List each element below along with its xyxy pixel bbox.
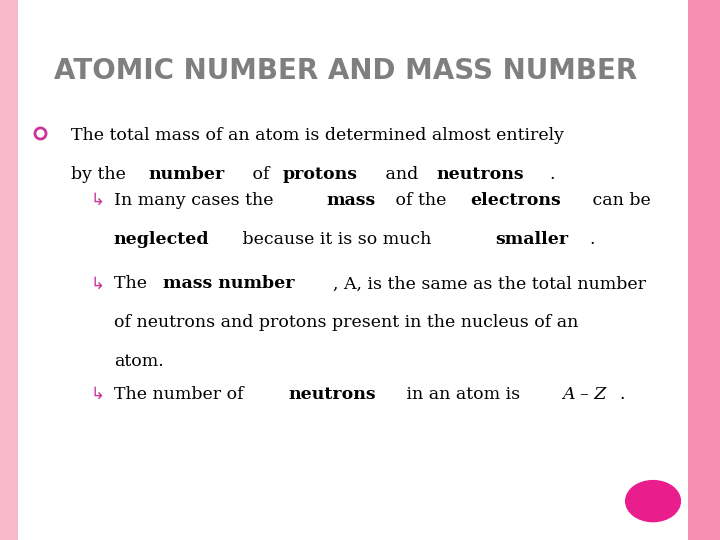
Text: by the: by the [71,166,131,183]
Circle shape [626,481,680,522]
Text: atom.: atom. [114,353,163,370]
Bar [0,0,18,540]
Bar [688,0,720,540]
Text: neutrons: neutrons [436,166,524,183]
Text: mass number: mass number [163,275,295,292]
Text: neutrons: neutrons [288,386,376,403]
Text: .: . [619,386,625,403]
Text: and: and [379,166,423,183]
Text: of: of [247,166,275,183]
Text: The number of: The number of [114,386,249,403]
Text: electrons: electrons [470,192,561,208]
Text: The total mass of an atom is determined almost entirely: The total mass of an atom is determined … [71,127,564,144]
Text: smaller: smaller [495,231,568,247]
Text: of neutrons and protons present in the nucleus of an: of neutrons and protons present in the n… [114,314,578,331]
Text: protons: protons [283,166,358,183]
Text: ATOMIC NUMBER AND MASS NUMBER: ATOMIC NUMBER AND MASS NUMBER [54,57,637,85]
Text: because it is so much: because it is so much [237,231,437,247]
Text: mass: mass [327,192,376,208]
Text: A – Z: A – Z [562,386,606,403]
Text: in an atom is: in an atom is [401,386,526,403]
Text: neglected: neglected [114,231,210,247]
Text: number: number [148,166,225,183]
Text: ↳: ↳ [90,385,104,403]
Text: of the: of the [390,192,452,208]
Text: ↳: ↳ [90,191,104,208]
Text: can be: can be [587,192,651,208]
Text: , A, is the same as the total number: , A, is the same as the total number [333,275,646,292]
Text: .: . [589,231,595,247]
Text: .: . [549,166,555,183]
Text: ↳: ↳ [90,274,104,292]
Text: In many cases the: In many cases the [114,192,279,208]
Text: The: The [114,275,152,292]
